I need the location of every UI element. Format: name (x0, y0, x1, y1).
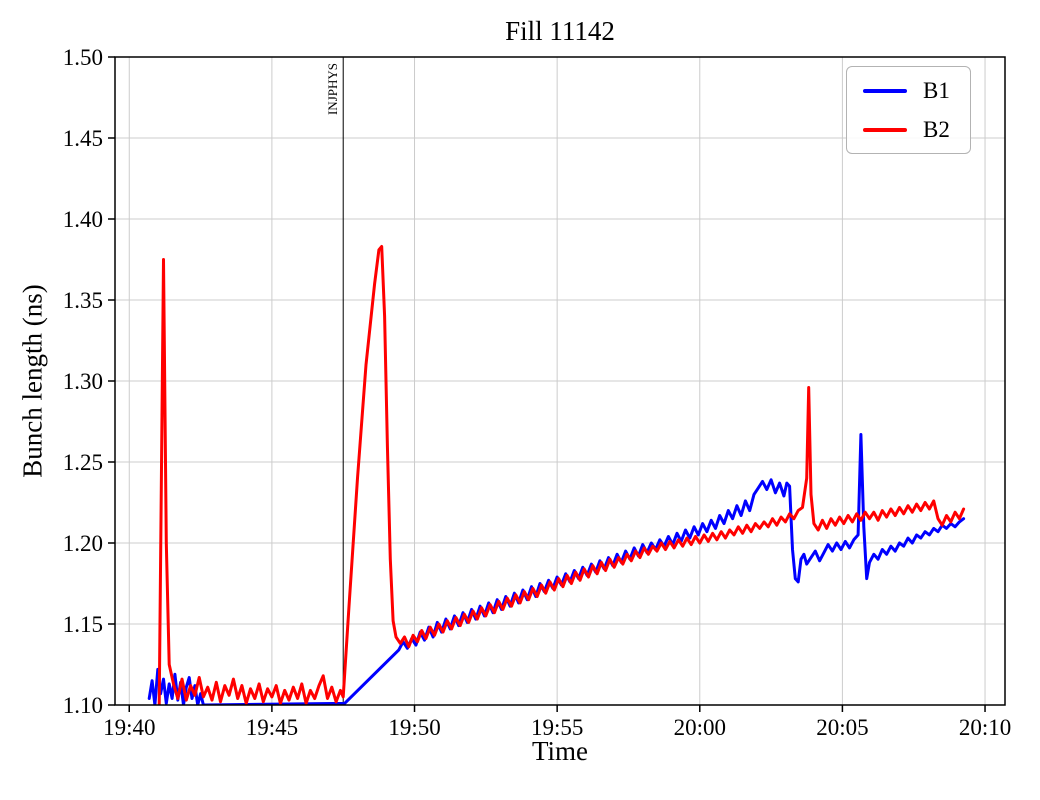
y-tick-label: 1.10 (63, 693, 103, 718)
x-tick-label: 20:05 (816, 715, 868, 740)
legend-item-b2: B2 (863, 118, 950, 141)
plot-border (114, 56, 1006, 706)
series-line-b2 (157, 245, 966, 705)
chart-title: Fill 11142 (505, 16, 615, 46)
x-tick-label: 19:45 (246, 715, 298, 740)
legend-label-b2: B2 (923, 117, 950, 142)
series-line-b1 (147, 433, 966, 705)
legend-label-b1: B1 (923, 78, 950, 103)
x-axis-label: Time (531, 736, 589, 766)
x-tick-label: 20:00 (674, 715, 726, 740)
y-tick-label: 1.30 (63, 369, 103, 394)
y-tick-label: 1.50 (63, 45, 103, 70)
y-tick-label: 1.35 (63, 288, 103, 313)
x-tick-label: 19:40 (103, 715, 155, 740)
y-tick-label: 1.45 (63, 126, 103, 151)
legend: B1 B2 (846, 66, 971, 154)
x-tick-label: 19:50 (388, 715, 440, 740)
y-tick-label: 1.15 (63, 612, 103, 637)
y-tick-label: 1.20 (63, 531, 103, 556)
y-axis-label: Bunch length (ns) (17, 284, 48, 478)
b1-line-swatch (863, 88, 907, 93)
b2-line-swatch (863, 127, 907, 132)
injphys-label: INJPHYS (325, 63, 340, 115)
y-tick-label: 1.40 (63, 207, 103, 232)
legend-item-b1: B1 (863, 79, 950, 102)
y-tick-label: 1.25 (63, 450, 103, 475)
x-tick-label: 19:55 (531, 715, 583, 740)
x-tick-label: 20:10 (959, 715, 1011, 740)
